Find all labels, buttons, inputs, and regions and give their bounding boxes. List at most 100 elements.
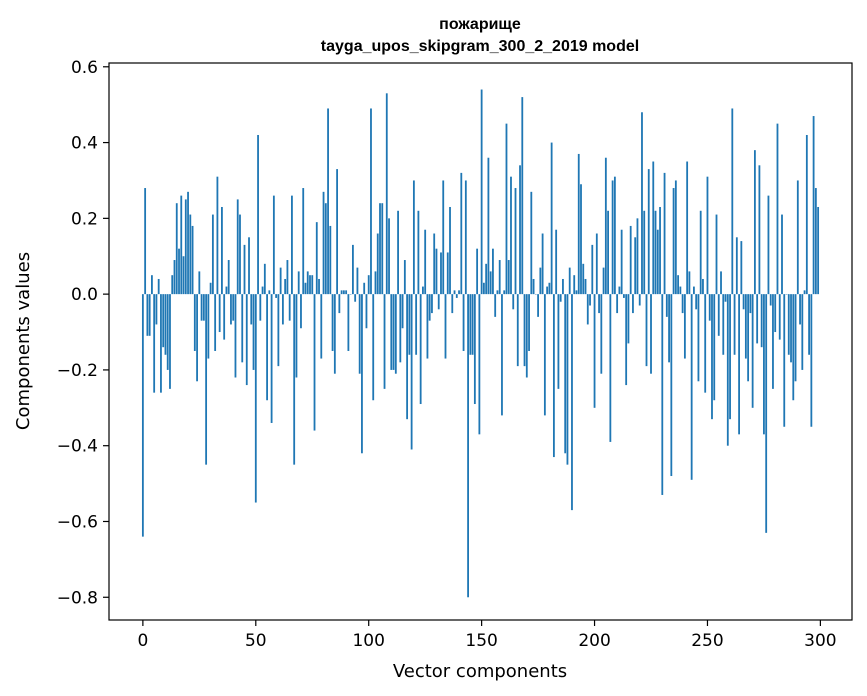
- bar: [241, 294, 244, 363]
- bar: [613, 176, 616, 295]
- bar: [767, 195, 770, 295]
- bar: [464, 180, 467, 295]
- bar: [758, 165, 761, 295]
- bar: [234, 294, 237, 378]
- bar: [577, 153, 580, 295]
- bar: [196, 294, 198, 382]
- bar: [733, 294, 736, 355]
- bar: [467, 294, 469, 598]
- bar: [345, 290, 348, 295]
- bar: [223, 294, 226, 340]
- bar-series: [141, 89, 820, 598]
- bar: [444, 294, 447, 359]
- bar: [713, 294, 716, 401]
- bar: [738, 294, 740, 435]
- bar: [435, 248, 438, 295]
- bar: [674, 180, 677, 295]
- bar: [765, 294, 768, 533]
- bar: [591, 244, 594, 295]
- bar: [288, 294, 291, 321]
- bar: [505, 123, 508, 295]
- bar: [808, 294, 810, 355]
- bar: [397, 210, 399, 295]
- bar: [487, 157, 490, 295]
- bar: [541, 233, 544, 295]
- y-tick-label: 0.2: [71, 209, 98, 229]
- bar: [810, 294, 813, 427]
- bar: [480, 89, 483, 295]
- y-tick-label: −0.8: [57, 588, 98, 608]
- bar: [209, 282, 212, 295]
- bar: [424, 229, 427, 295]
- bar: [155, 294, 158, 325]
- bar: [629, 225, 632, 295]
- bar: [805, 134, 808, 295]
- bar: [372, 294, 375, 401]
- bar: [679, 286, 682, 295]
- bar: [175, 203, 178, 295]
- bar: [422, 286, 424, 295]
- bar: [623, 294, 625, 298]
- bar: [715, 214, 718, 295]
- x-tick-label: 200: [578, 631, 610, 651]
- bar: [593, 294, 596, 408]
- x-axis-label: Vector components: [393, 661, 567, 682]
- bar: [661, 294, 664, 495]
- bar: [659, 206, 661, 295]
- bar: [433, 233, 436, 295]
- bar: [507, 260, 510, 295]
- bar: [609, 294, 612, 442]
- bar: [530, 191, 533, 295]
- bar: [559, 294, 562, 302]
- bar: [340, 290, 343, 295]
- bar: [331, 294, 334, 351]
- bar: [772, 294, 774, 389]
- bar: [478, 294, 481, 435]
- bar: [668, 294, 670, 363]
- bar: [318, 278, 320, 295]
- bar: [557, 294, 560, 389]
- bar: [528, 294, 530, 351]
- bar: [394, 294, 397, 374]
- bar: [726, 294, 729, 446]
- y-tick-label: 0.6: [71, 58, 98, 78]
- bar: [672, 188, 675, 295]
- bar: [455, 294, 458, 298]
- bar: [584, 278, 587, 295]
- bar: [711, 294, 713, 420]
- bar: [281, 294, 284, 325]
- bar: [471, 294, 474, 355]
- bar: [406, 294, 409, 420]
- bar: [379, 203, 381, 295]
- bar: [482, 282, 485, 295]
- bar: [702, 278, 704, 295]
- bar: [503, 290, 506, 295]
- bar: [747, 294, 750, 382]
- bar: [230, 294, 232, 325]
- bar: [812, 116, 815, 295]
- y-axis-ticks: −0.8 −0.6 −0.4 −0.2 0.0 0.2 0.4 0.6: [57, 58, 109, 608]
- bar: [162, 294, 165, 348]
- bar: [571, 294, 573, 511]
- bar: [627, 294, 630, 344]
- bar: [313, 294, 316, 431]
- bar: [650, 294, 652, 374]
- bar: [647, 169, 650, 295]
- bar: [211, 214, 214, 295]
- bar: [218, 294, 221, 333]
- bar: [320, 294, 323, 359]
- bar: [462, 294, 465, 351]
- bar: [431, 294, 433, 314]
- bar: [566, 294, 569, 465]
- bar: [817, 206, 820, 295]
- bar: [656, 229, 659, 295]
- bar: [586, 294, 589, 325]
- bar: [259, 294, 262, 321]
- bar: [537, 294, 539, 317]
- bar: [604, 157, 607, 295]
- bar: [453, 290, 456, 295]
- bar: [291, 195, 293, 295]
- bar: [763, 294, 765, 435]
- bar: [306, 271, 309, 295]
